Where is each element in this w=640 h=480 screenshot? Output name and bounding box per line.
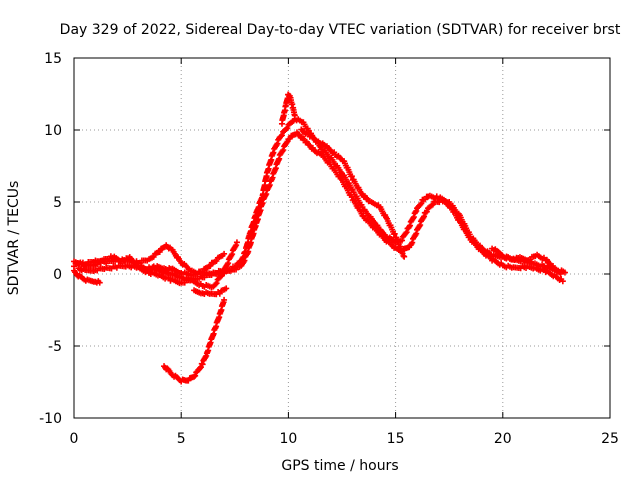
data-point	[221, 250, 228, 257]
axis-ticks	[73, 57, 611, 419]
series-track-early-3	[146, 239, 240, 291]
data-point	[270, 149, 277, 156]
x-tick-labels: 0 5 10 15 20 25	[70, 431, 619, 447]
data-point	[409, 239, 416, 246]
series-track-dip	[191, 285, 230, 298]
data-point	[278, 132, 285, 139]
data-point	[212, 281, 219, 288]
data-point	[213, 280, 220, 287]
data-point	[191, 373, 198, 380]
y-axis-label: SDTVAR / TECUs	[6, 181, 22, 296]
data-point	[241, 257, 248, 264]
data-point	[216, 290, 223, 297]
data-point	[559, 278, 566, 285]
data-point	[466, 233, 473, 240]
data-point	[221, 296, 228, 303]
data-point	[197, 365, 204, 372]
data-point	[221, 269, 228, 276]
data-point	[274, 140, 281, 147]
data-point	[391, 230, 398, 237]
x-tick-label: 20	[494, 431, 512, 447]
data-point	[402, 230, 409, 237]
data-point	[413, 230, 420, 237]
data-point	[218, 272, 225, 279]
data-point	[207, 262, 214, 269]
data-point	[223, 285, 230, 292]
chart-title: Day 329 of 2022, Sidereal Day-to-day VTE…	[60, 22, 621, 38]
y-tick-label: 15	[44, 51, 62, 67]
data-point	[423, 208, 430, 215]
x-tick-label: 25	[601, 431, 619, 447]
y-tick-labels: 15 10 5 0 -5 -10	[39, 51, 62, 427]
data-point	[284, 125, 291, 132]
data-point	[192, 372, 199, 379]
data-point	[233, 239, 240, 246]
data-marks	[71, 91, 568, 385]
grid	[74, 58, 610, 418]
y-tick-label: 0	[53, 267, 62, 283]
y-tick-label: -10	[39, 411, 62, 427]
data-point	[229, 251, 236, 258]
data-point	[96, 279, 103, 286]
data-point	[557, 271, 564, 277]
data-point	[403, 229, 410, 236]
series-track-early-2	[71, 267, 103, 286]
data-point	[277, 133, 284, 140]
data-point	[401, 253, 408, 260]
series-track-late	[489, 245, 564, 277]
series-track-spike	[278, 91, 298, 127]
data-point	[280, 147, 287, 154]
data-point	[225, 260, 232, 267]
data-point	[217, 273, 224, 280]
x-tick-label: 5	[177, 431, 186, 447]
data-point	[417, 201, 424, 208]
data-point	[291, 112, 298, 119]
series-track-post-peak	[298, 126, 408, 260]
data-point	[418, 200, 425, 207]
x-tick-label: 0	[70, 431, 79, 447]
y-tick-label: -5	[48, 339, 62, 355]
y-tick-label: 10	[44, 123, 62, 139]
x-tick-label: 10	[279, 431, 297, 447]
data-point	[199, 269, 206, 276]
data-point	[561, 269, 568, 276]
data-point	[213, 258, 220, 265]
data-point	[283, 126, 290, 133]
series-track-main-lower	[75, 129, 566, 287]
series-track-negative	[161, 296, 228, 385]
x-axis-label: GPS time / hours	[281, 458, 398, 474]
data-point	[156, 248, 163, 255]
data-point	[348, 173, 355, 180]
x-tick-label: 15	[387, 431, 405, 447]
data-point	[150, 253, 157, 260]
y-tick-label: 5	[53, 195, 62, 211]
plot-frame	[73, 57, 611, 419]
